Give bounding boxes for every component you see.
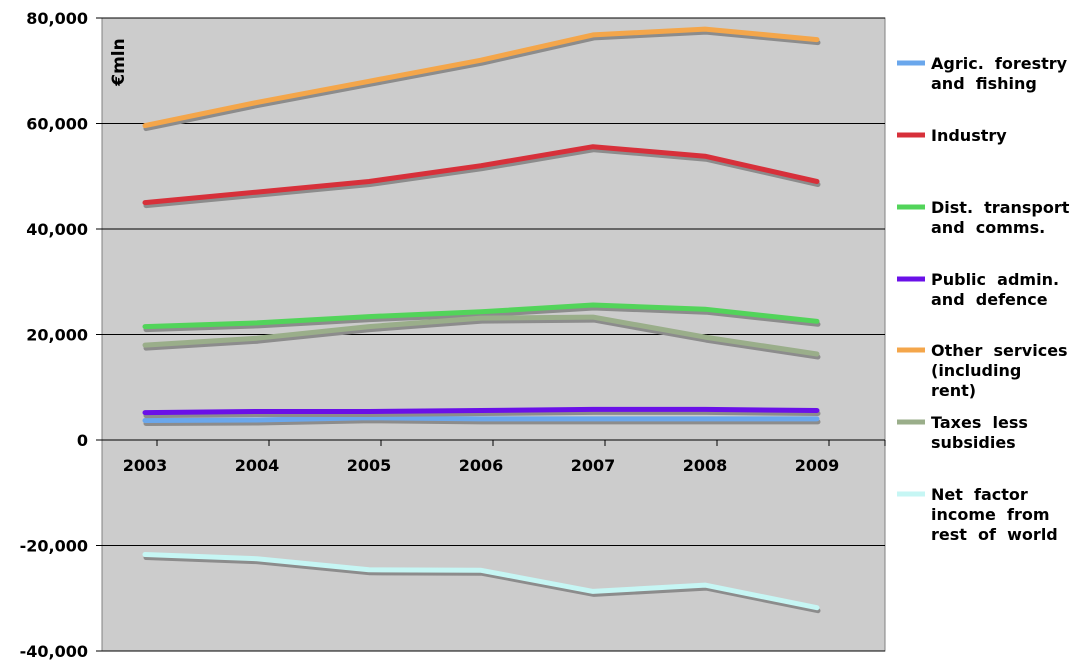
legend-label: Industry <box>931 126 1007 145</box>
x-axis-ticks: 2003 2004 2005 2006 2007 2008 2009 <box>123 440 886 475</box>
series-line <box>142 415 820 423</box>
legend-label: subsidies <box>931 433 1016 452</box>
y-axis-ticks: 80,000 60,000 40,000 20,000 0 -20,000 -40,000 <box>20 9 102 661</box>
series-line <box>142 314 820 357</box>
y-tick-label: 80,000 <box>26 9 88 28</box>
legend-label: and fishing <box>931 74 1037 93</box>
series-shadow <box>143 147 821 209</box>
y-tick-label: 20,000 <box>26 326 88 345</box>
series-line <box>142 302 820 330</box>
legend-label: rest of world <box>931 525 1058 544</box>
series-line <box>142 406 820 416</box>
legend-label: Other services <box>931 341 1068 360</box>
legend-label: and comms. <box>931 218 1045 237</box>
series-line <box>142 26 820 129</box>
legend-label: income from <box>931 505 1050 524</box>
legend-label: Agric. forestry <box>931 54 1068 73</box>
legend-label: Net factor <box>931 485 1028 504</box>
x-tick-label: 2009 <box>795 456 840 475</box>
legend-label: (including <box>931 361 1021 380</box>
x-tick-label: 2004 <box>235 456 280 475</box>
series-shadow <box>143 317 821 360</box>
series-shadow <box>143 555 821 614</box>
series-shadow <box>143 29 821 132</box>
y-tick-label: -40,000 <box>20 642 88 661</box>
series-shadow <box>143 409 821 419</box>
legend-label: Dist. transport <box>931 198 1070 217</box>
series-line <box>142 552 820 611</box>
series-line <box>142 144 820 206</box>
x-tick-label: 2006 <box>459 456 504 475</box>
x-tick-label: 2008 <box>683 456 728 475</box>
x-tick-label: 2007 <box>571 456 616 475</box>
y-axis-label: €mln <box>109 38 129 86</box>
y-tick-label: 40,000 <box>26 220 88 239</box>
legend-label: Taxes less <box>931 413 1028 432</box>
series-lines <box>142 26 821 614</box>
series-shadow <box>143 418 821 426</box>
y-tick-label: 0 <box>77 431 88 450</box>
x-tick-label: 2005 <box>347 456 392 475</box>
legend-label: rent) <box>931 381 976 400</box>
x-tick-label: 2003 <box>123 456 168 475</box>
legend-label: and defence <box>931 290 1048 309</box>
legend-label: Public admin. <box>931 270 1059 289</box>
series-shadow <box>143 305 821 333</box>
y-tick-label: -20,000 <box>20 537 88 556</box>
y-tick-label: 60,000 <box>26 115 88 134</box>
